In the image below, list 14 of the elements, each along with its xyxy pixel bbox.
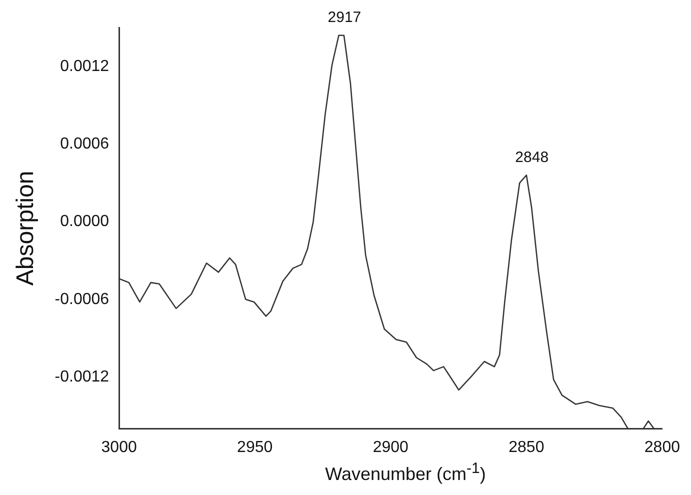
y-tick-label: -0.0012 xyxy=(54,368,110,386)
x-tick-label: 2950 xyxy=(237,438,273,456)
x-tick-label: 3000 xyxy=(101,438,137,456)
y-tick-label: 0.0006 xyxy=(60,135,110,152)
x-tick-label: 2900 xyxy=(372,438,409,456)
annotation: 2917 xyxy=(328,9,362,26)
x-axis-title: Wavenumber (cm$^{-1}$) xyxy=(324,460,487,485)
y-axis-title: Absorption xyxy=(12,170,40,286)
y-tick-label: 0.0000 xyxy=(60,213,110,230)
y-tick-label: -0.0006 xyxy=(54,290,110,308)
x-tick-label: 2850 xyxy=(508,438,544,456)
x-tick-label: 2800 xyxy=(644,438,680,456)
y-tick-label: 0.0012 xyxy=(60,58,110,75)
annotation: 2848 xyxy=(515,148,549,166)
